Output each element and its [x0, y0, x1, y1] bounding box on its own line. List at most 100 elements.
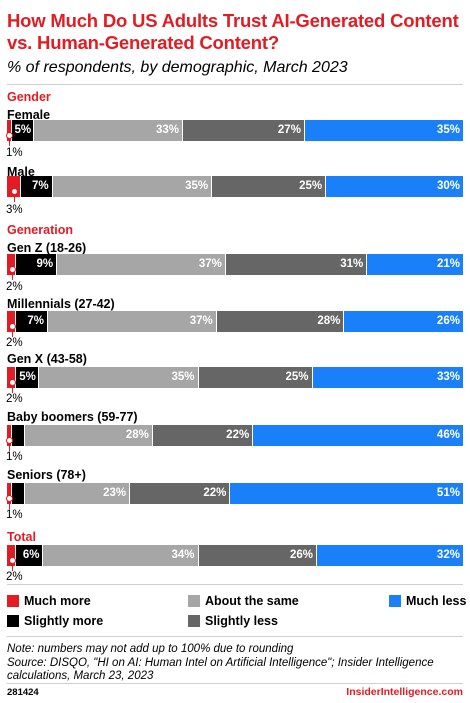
- section-heading: Total: [7, 530, 36, 544]
- row-label: Gen X (43-58): [7, 352, 87, 366]
- source-text: Source: DISQO, "HI on AI: Human Intel on…: [7, 656, 434, 683]
- data-label: 28%: [317, 315, 341, 327]
- stacked-bar: 3% 28% 22% 46%: [7, 425, 463, 446]
- row-label: Millennials (27-42): [7, 297, 115, 311]
- bar-segment: 28%: [25, 425, 153, 446]
- much-more-label: 1%: [6, 451, 23, 463]
- data-label: 22%: [226, 429, 250, 441]
- much-more-label: 2%: [6, 393, 23, 405]
- bar-segment: 22%: [130, 483, 231, 504]
- data-label: 23%: [103, 487, 127, 499]
- callout-dot: [8, 379, 16, 386]
- data-label: 21%: [436, 258, 460, 270]
- callout-dot: [6, 132, 14, 139]
- legend-swatch: [7, 595, 19, 607]
- bar-segment: [7, 425, 12, 446]
- footer-rule: [7, 683, 463, 684]
- callout-line: [9, 141, 11, 146]
- data-label: 33%: [436, 371, 460, 383]
- data-label: 46%: [436, 429, 460, 441]
- bar-segment: 6%: [16, 545, 44, 566]
- legend-label: Slightly more: [24, 614, 104, 628]
- bar-segment: 21%: [367, 254, 463, 275]
- bar-segment: [7, 254, 17, 275]
- much-more-label: 1%: [6, 147, 23, 159]
- data-label: 34%: [171, 549, 195, 561]
- bar-segment: [7, 367, 17, 388]
- legend-swatch: [188, 595, 200, 607]
- bar-segment: 5%: [11, 120, 35, 141]
- bar-segment: 5%: [16, 367, 39, 388]
- legend-rule: [7, 584, 463, 585]
- legend-swatch: [188, 615, 200, 627]
- bar-segment: 9%: [16, 254, 58, 275]
- legend-label: Much more: [24, 594, 91, 608]
- callout-line: [11, 275, 13, 280]
- bar-segment: 3%: [11, 483, 46, 504]
- bar-segment: 26%: [198, 545, 318, 566]
- legend-label: About the same: [205, 594, 299, 608]
- bar-segment: 23%: [25, 483, 131, 504]
- stacked-bar: 6% 34% 26% 32%: [7, 545, 463, 566]
- bar-segment: [7, 311, 17, 332]
- legend-label: Slightly less: [205, 614, 278, 628]
- callout-line: [9, 504, 11, 509]
- bar-segment: [7, 545, 17, 566]
- footnote: Note: numbers may not add up to 100% due…: [7, 643, 467, 684]
- note-text: Note: numbers may not add up to 100% due…: [7, 643, 294, 655]
- bar-segment: 34%: [43, 545, 199, 566]
- bar-segment: 51%: [230, 483, 463, 504]
- stacked-bar: 5% 35% 25% 33%: [7, 367, 463, 388]
- data-label: 27%: [277, 124, 301, 136]
- bar-segment: 46%: [253, 425, 463, 446]
- header-rule: [7, 84, 463, 85]
- stacked-bar: 9% 37% 31% 21%: [7, 254, 463, 275]
- section-heading: Generation: [7, 223, 73, 237]
- row-label: Baby boomers (59-77): [7, 410, 138, 424]
- stacked-bar: 5% 33% 27% 35%: [7, 120, 463, 141]
- callout-line: [13, 197, 15, 202]
- much-more-label: 2%: [6, 571, 23, 583]
- section-heading: Gender: [7, 90, 51, 104]
- row-label: Female: [7, 108, 51, 122]
- data-label: 6%: [22, 549, 40, 561]
- much-more-label: 1%: [6, 509, 23, 521]
- callout-line: [11, 388, 13, 393]
- stacked-bar: 3% 23% 22% 51%: [7, 483, 463, 504]
- bar-segment: 27%: [183, 120, 305, 141]
- bar-segment: 28%: [216, 311, 345, 332]
- bar-segment: 33%: [312, 367, 463, 388]
- bar-segment: [7, 483, 12, 504]
- callout-dot: [10, 188, 18, 195]
- data-label: 7%: [27, 315, 45, 327]
- legend-swatch: [7, 615, 19, 627]
- data-label: 26%: [436, 315, 460, 327]
- data-label: 9%: [36, 258, 54, 270]
- data-label: 35%: [171, 371, 195, 383]
- data-label: 5%: [19, 371, 36, 383]
- data-label: 5%: [14, 124, 32, 136]
- note-rule: [7, 636, 463, 637]
- bar-segment: 30%: [326, 176, 463, 197]
- bar-segment: 35%: [38, 367, 199, 388]
- data-label: 25%: [299, 180, 323, 192]
- bar-segment: 33%: [34, 120, 184, 141]
- data-label: 25%: [285, 371, 309, 383]
- bar-segment: 22%: [152, 425, 254, 446]
- bar-segment: 35%: [52, 176, 213, 197]
- bar-segment: 25%: [198, 367, 313, 388]
- data-label: 22%: [203, 487, 227, 499]
- data-label: 30%: [436, 180, 460, 192]
- legend-label: Much less: [406, 594, 467, 608]
- data-label: 32%: [436, 549, 460, 561]
- row-label: Male: [7, 165, 35, 179]
- data-label: 33%: [156, 124, 180, 136]
- brand-link[interactable]: InsiderIntelligence.com: [346, 686, 463, 698]
- stacked-bar: 7% 35% 25% 30%: [7, 176, 463, 197]
- data-label: 51%: [436, 487, 460, 499]
- stacked-bar: 7% 37% 28% 26%: [7, 311, 463, 332]
- data-label: 26%: [290, 549, 314, 561]
- chart-id: 281424: [7, 687, 39, 698]
- callout-dot: [8, 557, 16, 564]
